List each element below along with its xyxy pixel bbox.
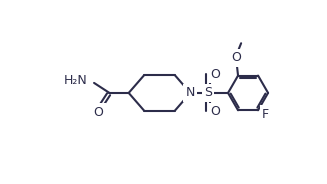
Text: O: O	[232, 51, 241, 64]
Text: N: N	[186, 86, 195, 99]
Text: F: F	[262, 108, 269, 121]
Text: O: O	[94, 106, 104, 119]
Text: H₂N: H₂N	[64, 74, 88, 87]
Text: O: O	[210, 105, 220, 118]
Text: O: O	[210, 68, 220, 81]
Text: S: S	[204, 86, 212, 99]
